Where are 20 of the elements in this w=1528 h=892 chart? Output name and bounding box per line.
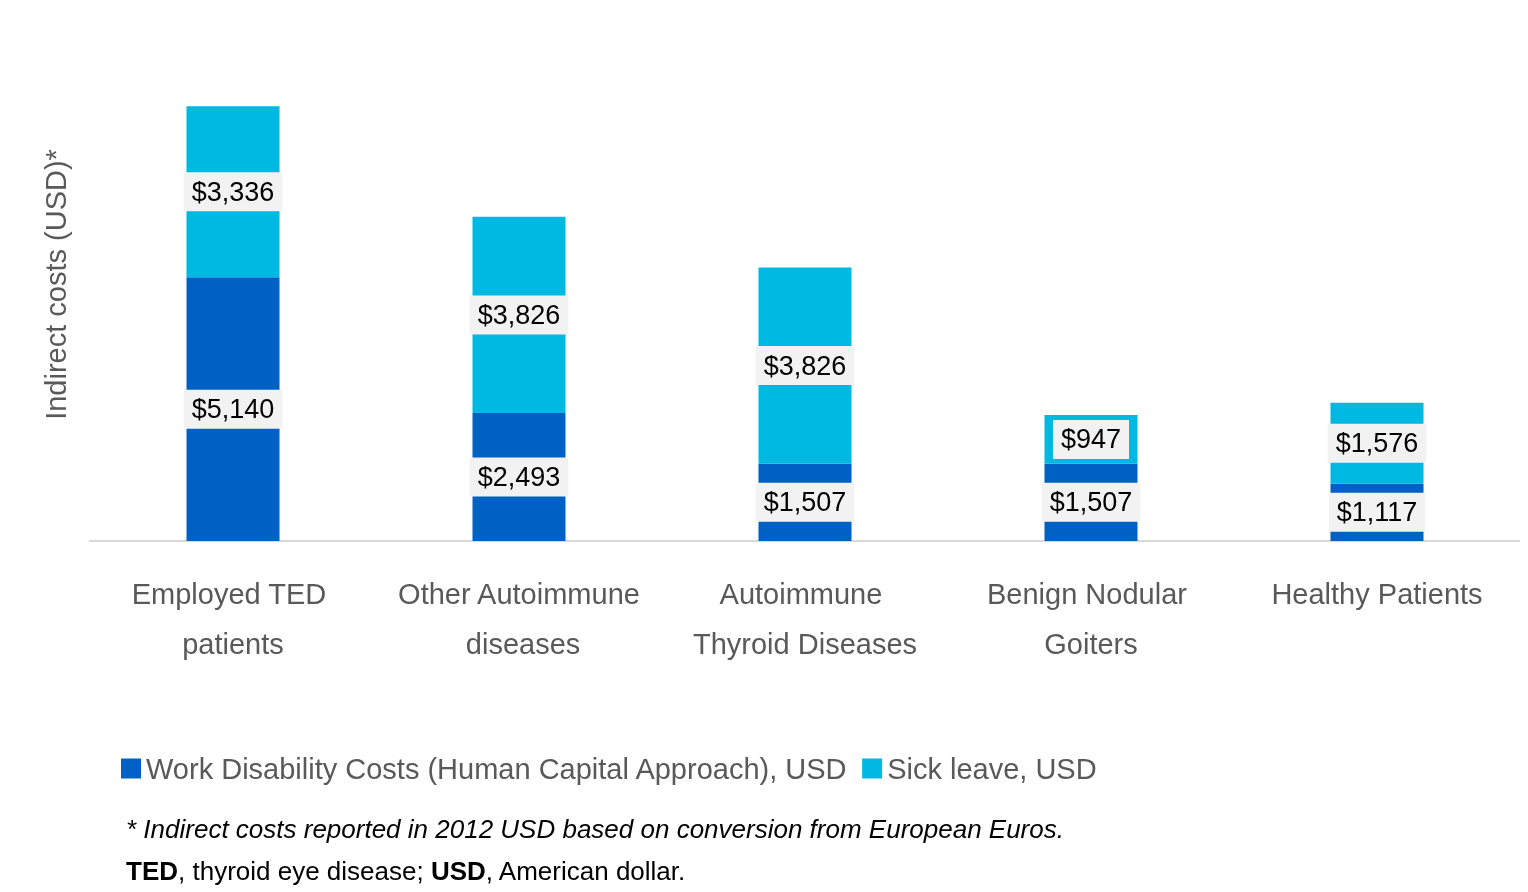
data-label: $947 (1060, 424, 1122, 455)
data-label: $3,826 (477, 299, 561, 330)
data-label: $1,507 (763, 487, 847, 518)
legend-label: Sick leave, USD (887, 752, 1097, 785)
x-tick-label: Autoimmune Thyroid Diseases (692, 578, 918, 660)
data-label: $2,493 (477, 462, 561, 493)
x-tick-label: Other Autoimmune diseases (398, 578, 640, 660)
data-label: $1,507 (1049, 487, 1133, 518)
data-label: $3,336 (191, 176, 275, 207)
data-label: $1,576 (1335, 428, 1419, 459)
x-tick-label: Employed TED patients (131, 578, 335, 660)
data-label: $1,117 (1336, 497, 1418, 528)
data-label: $5,140 (191, 394, 275, 425)
x-tick-label: Healthy Patients (1271, 578, 1483, 610)
data-label: $3,826 (763, 350, 847, 381)
y-axis-title: Indirect costs (USD)* (39, 149, 72, 420)
text: TED, thyroid eye disease; USD, American dollar. (126, 856, 686, 886)
text: * Indirect costs reported in 2012 USD based on conversion from European Euros. (126, 813, 1065, 846)
x-tick-label: Benign Nodular Goiters (987, 578, 1195, 660)
legend-label: Work Disability Costs (Human Capital Approach), USD (146, 752, 847, 785)
